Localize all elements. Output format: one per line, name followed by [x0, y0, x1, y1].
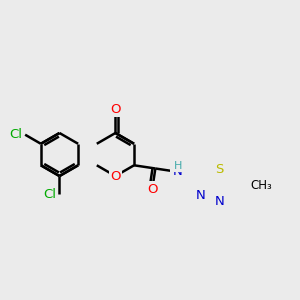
Text: N: N — [173, 165, 183, 178]
Text: Cl: Cl — [9, 128, 22, 141]
Text: S: S — [215, 163, 224, 176]
Text: O: O — [110, 103, 121, 116]
Text: H: H — [174, 160, 182, 171]
Text: CH₃: CH₃ — [250, 179, 272, 192]
Text: Cl: Cl — [44, 188, 57, 201]
Text: O: O — [147, 183, 158, 196]
Text: O: O — [110, 169, 121, 183]
Text: N: N — [214, 195, 224, 208]
Text: N: N — [195, 189, 205, 202]
